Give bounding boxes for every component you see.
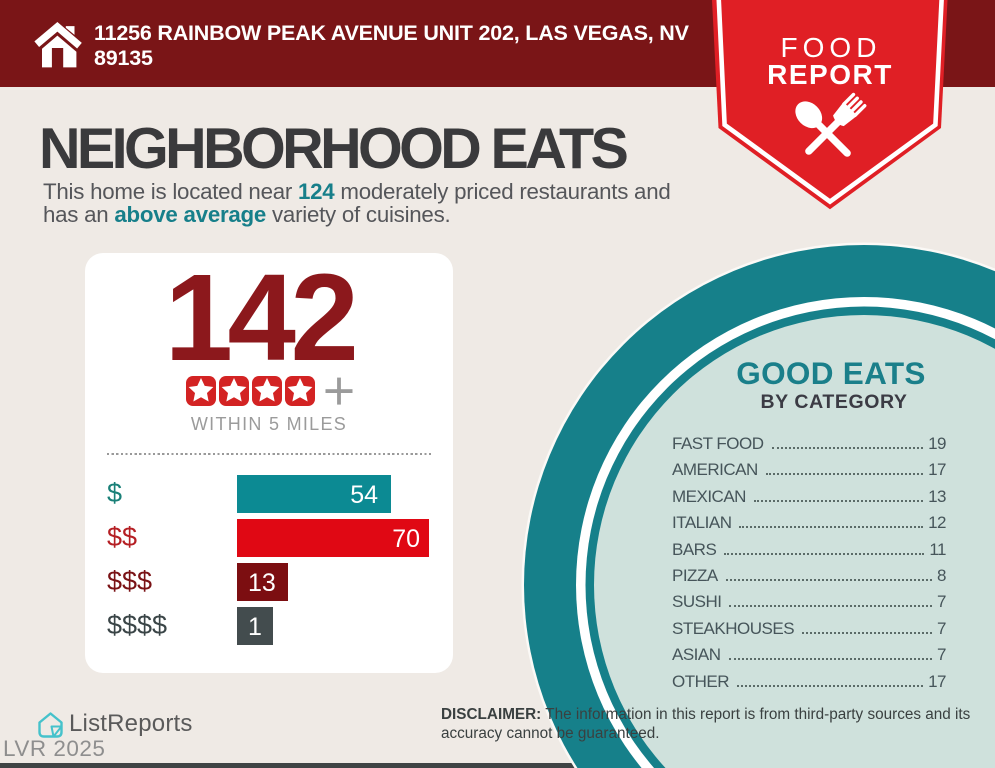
svg-text:FOOD: FOOD (781, 32, 882, 63)
svg-text:REPORT: REPORT (767, 59, 893, 90)
